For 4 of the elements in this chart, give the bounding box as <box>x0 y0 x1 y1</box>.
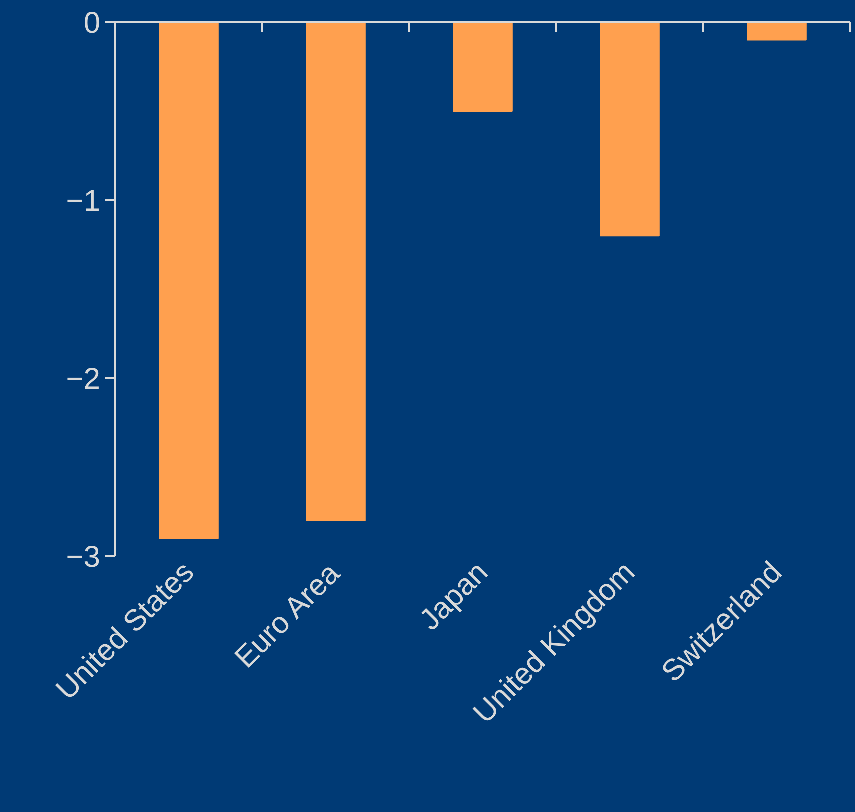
y-tick-label: −3 <box>66 541 101 574</box>
y-tick-label: −1 <box>66 185 101 218</box>
y-tick-label: −2 <box>66 363 101 396</box>
y-tick-label: 0 <box>84 7 101 40</box>
